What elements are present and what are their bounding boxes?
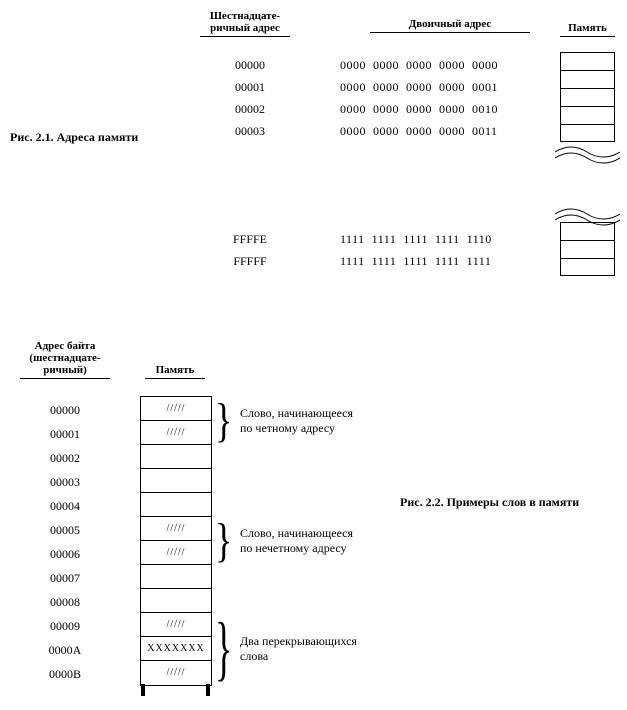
fig2-address: 00007 <box>35 566 95 590</box>
fig1-hex-cell: 00003 <box>220 124 280 139</box>
fig2-address: 00006 <box>35 542 95 566</box>
fig2-memory-stack: /////////////////////////XXXXXXX///// <box>140 396 212 686</box>
figure-2-1: Рис. 2.1. Адреса памяти Шестнадцате- рич… <box>10 10 617 310</box>
fig2-caption: Рис. 2.2. Примеры слов в памяти <box>400 495 579 510</box>
fig2-address: 0000B <box>35 662 95 686</box>
memory-cell <box>560 124 615 142</box>
memory-cell <box>560 70 615 88</box>
brace-icon: } <box>215 612 232 684</box>
fig2-memory-cell <box>141 469 211 493</box>
fig1-hex-cell: 00001 <box>220 80 280 95</box>
memory-cell <box>560 88 615 106</box>
brace-icon: } <box>215 396 232 444</box>
fig2-address: 00000 <box>35 398 95 422</box>
fig2-address-column: 0000000001000020000300004000050000600007… <box>35 398 95 686</box>
fig1-header-bin: Двоичный адрес <box>370 18 530 33</box>
memory-cell <box>560 52 615 70</box>
figure-2-2: Адрес байта (шестнадцате- ричный) Память… <box>10 340 617 700</box>
fig2-address: 00001 <box>35 422 95 446</box>
fig1-hex-cell: 00000 <box>220 58 280 73</box>
fig1-hex-cell: FFFFF <box>220 254 280 269</box>
fig2-memory-cell: ///// <box>141 421 211 445</box>
memory-cell <box>560 106 615 124</box>
fig2-address: 00004 <box>35 494 95 518</box>
brace-label: Два перекрывающихся слова <box>240 634 357 664</box>
fig2-memory-cell <box>141 589 211 613</box>
brace-icon: } <box>215 516 232 564</box>
fig1-bin-cell: 0000 0000 0000 0000 0011 <box>340 124 560 139</box>
fig1-bin-cell: 0000 0000 0000 0000 0001 <box>340 80 560 95</box>
fig1-bin-cell: 1111 1111 1111 1111 1111 <box>340 254 560 269</box>
fig1-memory-stack-bottom <box>560 222 615 276</box>
fig2-memory-cell: XXXXXXX <box>141 637 211 661</box>
fig1-hex-cell: 00002 <box>220 102 280 117</box>
fig1-hex-cell: FFFFE <box>220 232 280 247</box>
fig2-header-mem: Память <box>145 364 205 379</box>
fig2-memory-cell: ///// <box>141 541 211 565</box>
fig1-bin-cell: 1111 1111 1111 1111 1110 <box>340 232 560 247</box>
fig1-bin-cell: 0000 0000 0000 0000 0010 <box>340 102 560 117</box>
fig1-memory-stack-top <box>560 52 615 142</box>
fig2-address: 00005 <box>35 518 95 542</box>
fig2-address: 0000A <box>35 638 95 662</box>
fig2-address: 00002 <box>35 446 95 470</box>
fig2-address: 00008 <box>35 590 95 614</box>
fig2-memory-cell: ///// <box>141 517 211 541</box>
fig2-memory-cell: ///// <box>141 397 211 421</box>
fig1-caption: Рис. 2.1. Адреса памяти <box>10 130 138 145</box>
fig2-memory-cell <box>141 565 211 589</box>
memory-cell <box>560 258 615 276</box>
memory-cell <box>560 240 615 258</box>
fig2-address: 00003 <box>35 470 95 494</box>
fig2-post-left <box>141 684 145 696</box>
fig2-post-right <box>206 684 210 696</box>
fig2-memory-cell: ///// <box>141 613 211 637</box>
fig1-header-mem: Память <box>560 22 615 37</box>
brace-label: Слово, начинающееся по нечетному адресу <box>240 526 353 556</box>
fig1-header-hex: Шестнадцате- ричный адрес <box>200 10 290 37</box>
fig2-memory-cell: ///// <box>141 661 211 685</box>
fig1-bin-cell: 0000 0000 0000 0000 0000 <box>340 58 560 73</box>
brace-label: Слово, начинающееся по четному адресу <box>240 406 353 436</box>
gap-curve-top <box>555 144 620 164</box>
memory-cell <box>560 222 615 240</box>
fig2-memory-cell <box>141 493 211 517</box>
fig2-header-addr: Адрес байта (шестнадцате- ричный) <box>20 340 110 379</box>
fig2-memory-cell <box>141 445 211 469</box>
fig2-address: 00009 <box>35 614 95 638</box>
